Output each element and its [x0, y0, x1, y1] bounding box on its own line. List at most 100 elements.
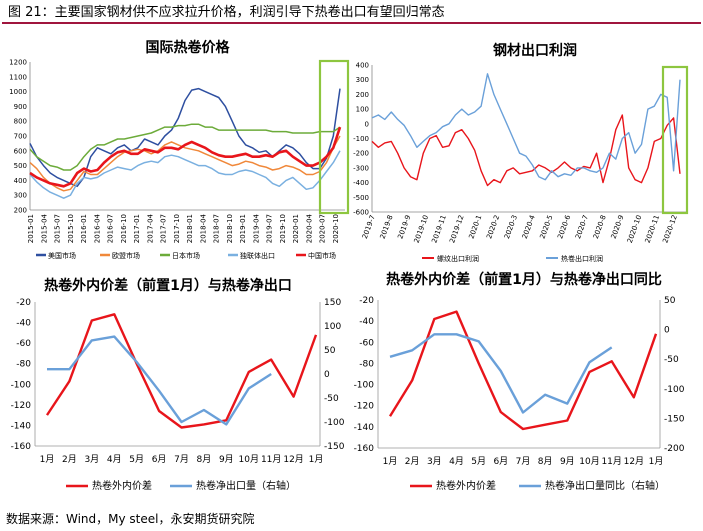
chart2-xtick: 2020-3 [503, 214, 519, 240]
chart4-ytick: -20 [359, 296, 374, 306]
figure-title: 图 21：主要国家钢材供不应求拉升价格，利润引导下热卷出口有望回归常态 [2, 2, 701, 24]
chart2-xtick: 2020-9 [610, 214, 626, 240]
chart4-xtick: 10月 [579, 456, 599, 467]
chart1-ytick: 800 [14, 118, 27, 126]
chart4-ytick: -140 [354, 423, 375, 433]
chart3-xtick: 8月 [197, 454, 212, 465]
chart2-xtick: 2020-1 [467, 214, 483, 240]
chart2-xtick: 2019-11 [430, 214, 448, 244]
chart3-xtick: 9月 [219, 454, 234, 465]
chart4-xtick: 3月 [427, 456, 442, 467]
chart1-xtick: 2017-10 [173, 214, 181, 243]
chart1-xtick: 2019-10 [279, 214, 287, 243]
chart4-ytick: -160 [354, 444, 375, 454]
chart1-xtick: 2019-01 [239, 214, 247, 243]
chart1-xtick: 2017-01 [133, 214, 141, 243]
chart3-y2tick: 150 [324, 298, 341, 308]
chart2-ytick: -500 [353, 194, 369, 202]
chart1-ytick: 300 [14, 192, 27, 200]
chart1-highlight-box [318, 59, 350, 215]
chart1-ytick: 1200 [9, 59, 27, 67]
chart3-series-2-line [47, 335, 272, 426]
chart2-legend-label: 螺纹出口利润 [437, 254, 479, 263]
chart3-xtick: 12月 [283, 454, 303, 465]
chart3-ytick: -20 [16, 298, 31, 308]
chart3-y2tick: 50 [324, 346, 336, 356]
chart1-ytick: 500 [14, 162, 27, 170]
chart1-ytick: 1100 [9, 73, 27, 81]
chart2-ytick: 0 [365, 120, 369, 128]
chart3-xtick: 10月 [239, 454, 259, 465]
chart2-ytick: -400 [353, 179, 369, 187]
chart1-series-1-line [29, 87, 341, 188]
chart3-ytick: -100 [11, 380, 32, 390]
chart4-xtick: 7月 [516, 456, 531, 467]
chart2-ytick: -200 [353, 150, 369, 158]
chart2-ytick: 200 [356, 91, 369, 99]
chart1-title: 国际热卷价格 [146, 39, 231, 56]
chart1-xtick: 2015-10 [67, 214, 75, 243]
chart4-ytick: -100 [354, 381, 375, 391]
chart3-xtick: 1月 [40, 454, 55, 465]
chart4-y2tick: -150 [664, 414, 685, 424]
chart1-xtick: 2019-07 [266, 214, 274, 243]
chart4-xtick: 2月 [405, 456, 420, 467]
data-source: 数据来源：Wind，My steel，永安期货研究院 [6, 512, 255, 526]
chart1-legend-label: 美国市场 [48, 251, 76, 260]
chart3-y2tick: 100 [324, 322, 341, 332]
chart3-ytick: -60 [16, 339, 31, 349]
chart1-series-5-line [29, 126, 342, 188]
chart2-xtick: 2020-11 [644, 214, 662, 244]
chart3-xtick: 11月 [261, 454, 281, 465]
chart1-xtick: 2016-10 [120, 214, 128, 243]
chart2-xtick: 2019-7 [361, 214, 377, 240]
chart1-xtick: 2018-04 [199, 213, 207, 243]
chart4-ytick: -40 [359, 317, 374, 327]
chart1-xtick: 2020-07 [319, 214, 327, 243]
chart2-legend-label: 热卷出口利润 [561, 254, 603, 263]
chart1-xtick: 2016-07 [107, 214, 115, 243]
chart3-ytick: -80 [16, 360, 31, 370]
chart1-legend-label: 中国市场 [308, 251, 336, 260]
chart4-ytick: -60 [359, 338, 374, 348]
chart4-title: 热卷外内价差（前置1月）与热卷净出口同比 [386, 271, 662, 288]
chart2-ytick: 100 [356, 106, 369, 114]
chart3-ytick: -160 [11, 442, 32, 452]
chart4-y2tick: -200 [664, 444, 685, 454]
chart4-xtick: 1月 [383, 456, 398, 467]
chart1-xtick: 2018-01 [186, 214, 194, 243]
chart1-ytick: 200 [14, 207, 27, 215]
chart3-ytick: -140 [11, 421, 32, 431]
chart4-series-2-line [389, 333, 613, 414]
chart1-xtick: 2017-04 [146, 213, 154, 243]
chart3-xtick: 3月 [84, 454, 99, 465]
chart1-xtick: 2020-04 [305, 213, 313, 243]
chart2-xtick: 2019-8 [379, 214, 395, 240]
chart1-xtick: 2018-07 [213, 214, 221, 243]
chart2-xtick: 2019-10 [413, 214, 431, 244]
chart2-title: 钢材出口利润 [493, 42, 577, 59]
chart1-ytick: 400 [14, 177, 27, 185]
chart3-y2tick: -150 [324, 442, 345, 452]
chart2-series-2-line [371, 73, 681, 181]
chart3-xtick: 5月 [129, 454, 144, 465]
chart2-ytick: -100 [353, 135, 369, 143]
chart3-xtick: 7月 [174, 454, 189, 465]
chart4-xtick: 8月 [538, 456, 553, 467]
chart4-ytick: -80 [359, 359, 374, 369]
chart1-ytick: 700 [14, 133, 27, 141]
chart3-ytick: -120 [11, 401, 32, 411]
chart1-legend-label: 独联体出口 [240, 251, 275, 260]
chart4-xtick: 9月 [560, 456, 575, 467]
chart1-xtick: 2020-10 [332, 214, 340, 243]
chart1-xtick: 2015-01 [27, 214, 35, 243]
chart4-xtick: 11月 [601, 456, 621, 467]
chart2-xtick: 2020-5 [539, 214, 555, 240]
chart1-xtick: 2019-04 [252, 213, 260, 243]
chart4-series-1-line [388, 310, 658, 431]
chart1-xtick: 2015-04 [40, 213, 48, 243]
chart4-ytick: -120 [354, 402, 375, 412]
chart2-highlight-box [661, 65, 689, 215]
chart2-xtick: 2019-9 [396, 214, 412, 240]
